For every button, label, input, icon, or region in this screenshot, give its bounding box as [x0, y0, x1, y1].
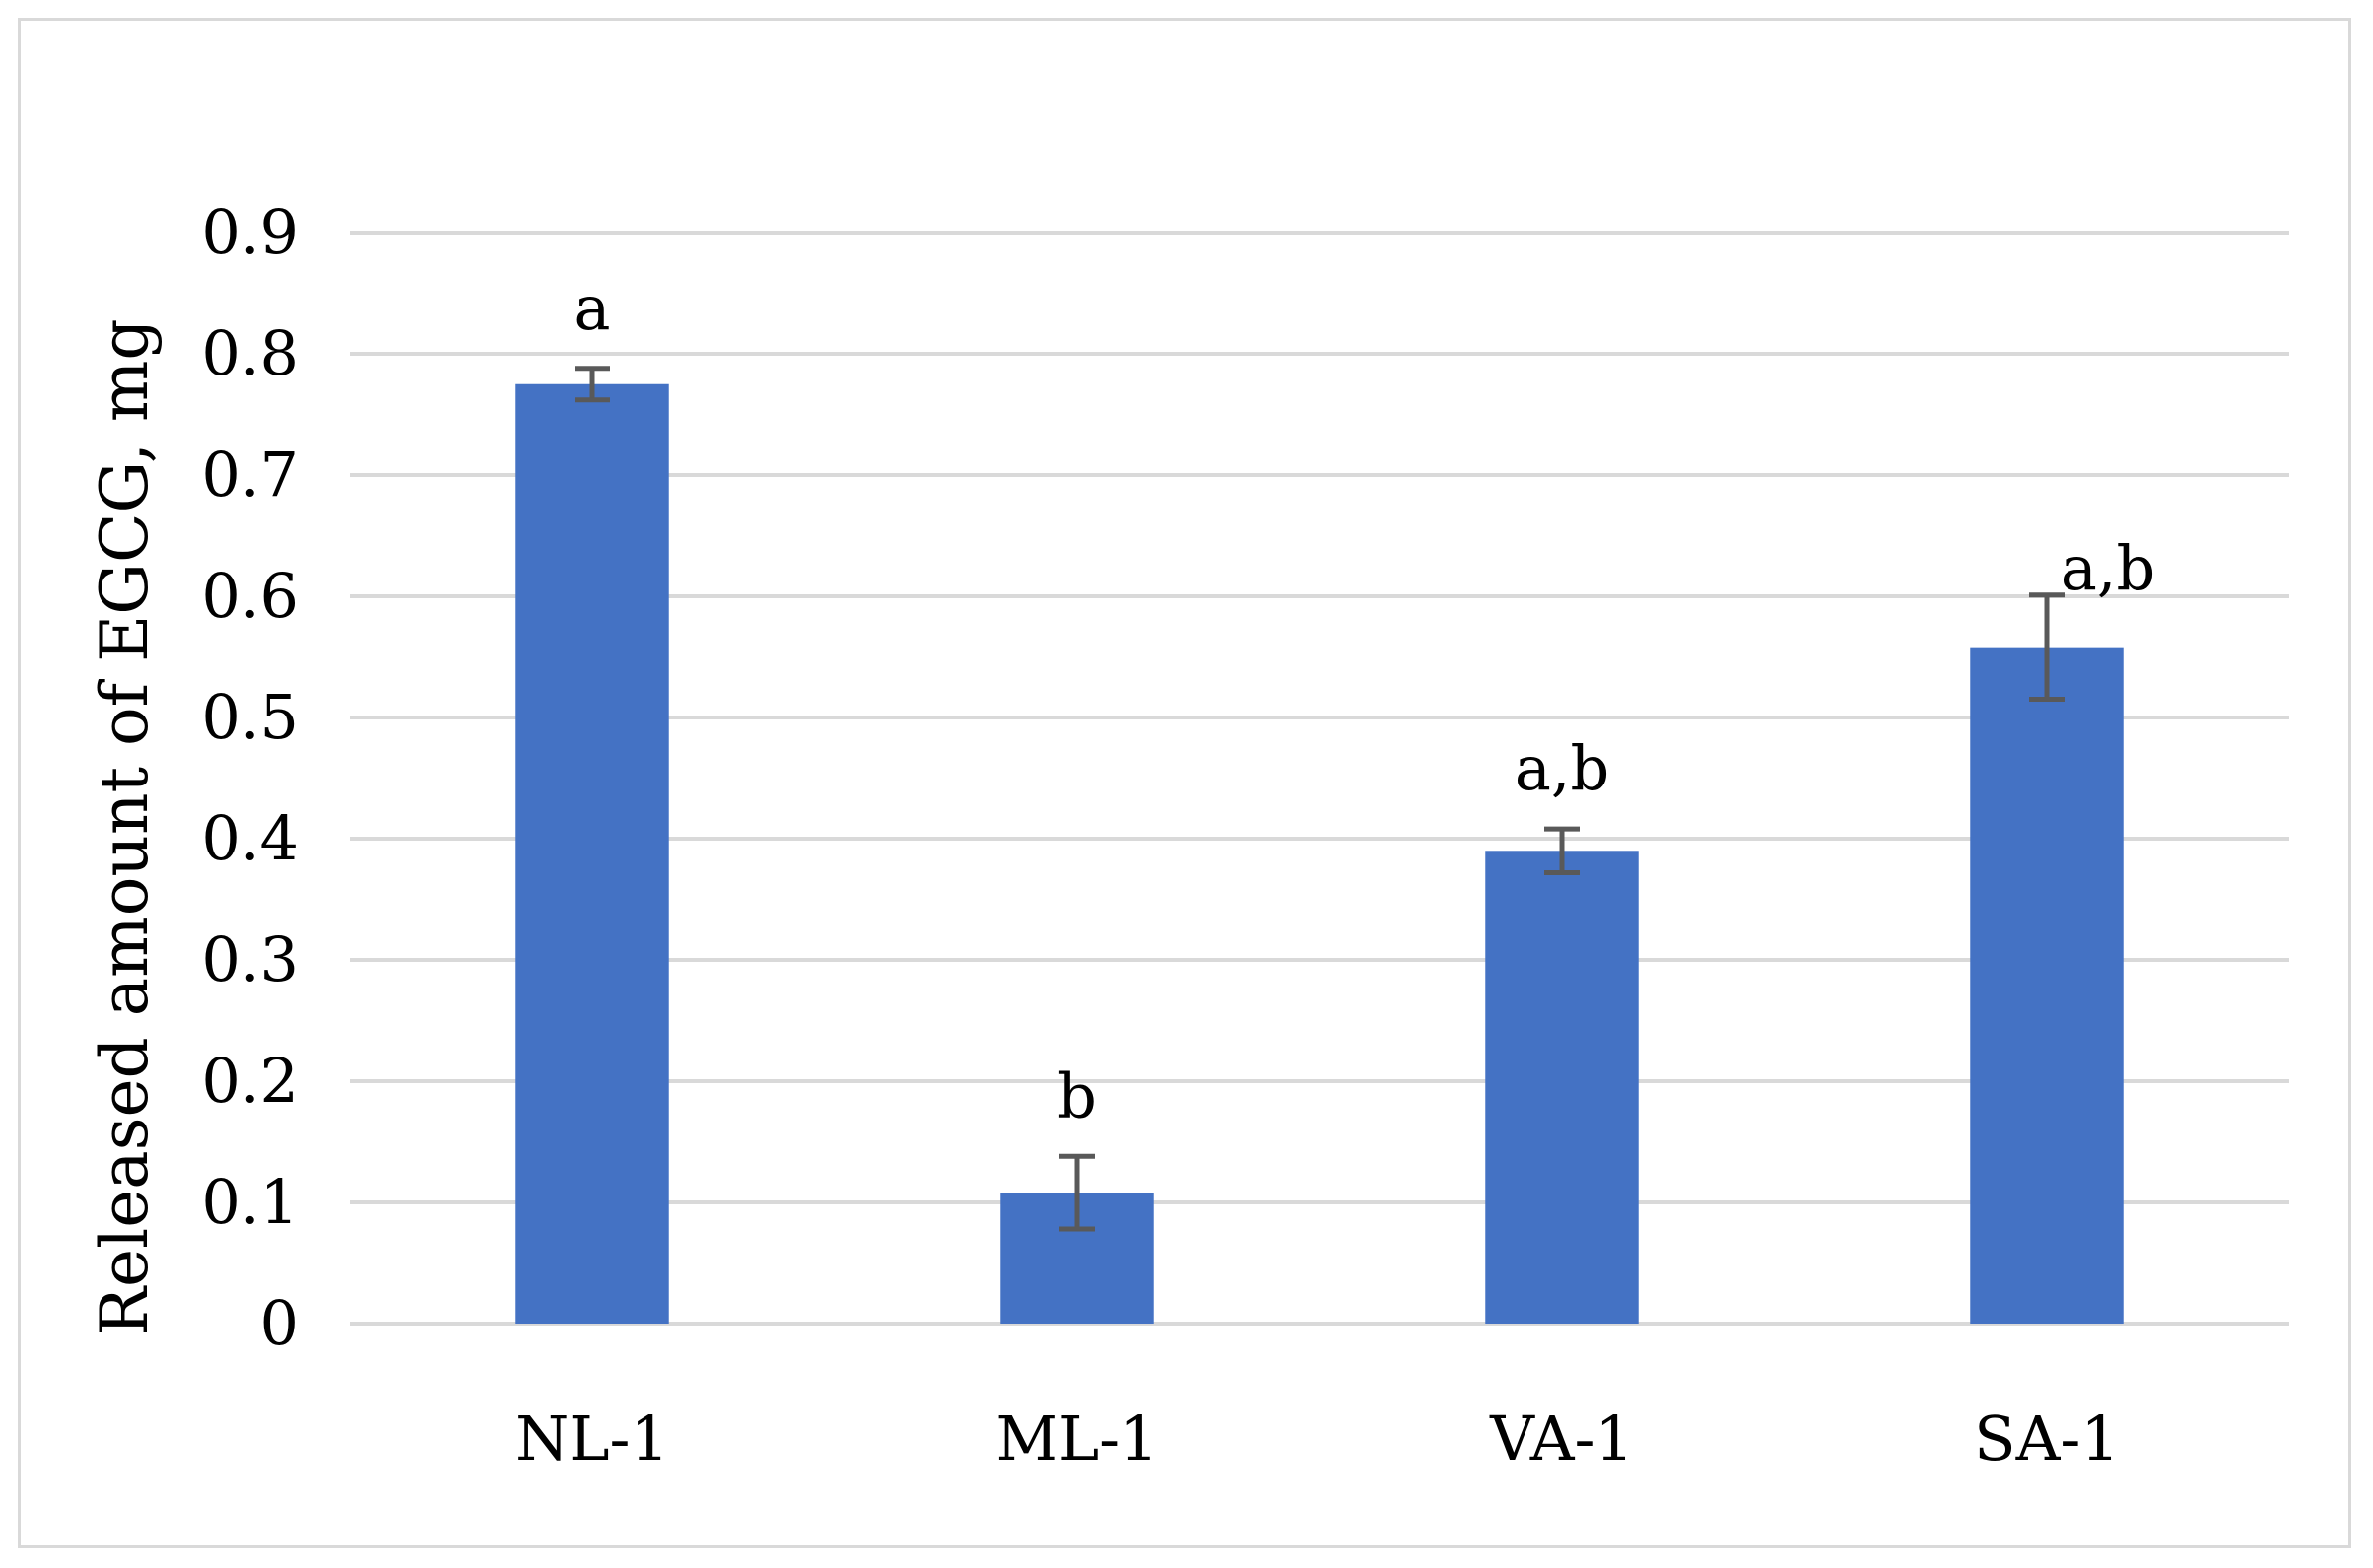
x-tick-label: SA-1 [1974, 1402, 2120, 1474]
bar-chart: 0 0.1 0.2 0.3 0.4 0.5 0.6 0.7 0.8 0.9 a b a,b a,b NL… [87, 196, 2289, 1474]
bar [1485, 851, 1639, 1324]
y-tick-label: 0.2 [201, 1045, 299, 1117]
y-tick-label: 0.6 [201, 560, 299, 632]
error-bar [1059, 1153, 1095, 1232]
significance-label: a [575, 272, 611, 344]
bar [515, 383, 669, 1324]
y-axis-title: Released amount of EGCG, mg [87, 318, 163, 1335]
significance-label: a,b [1515, 732, 1609, 804]
bar [1970, 647, 2124, 1324]
x-tick-label: NL-1 [515, 1402, 669, 1474]
significance-labels: a b a,b a,b [575, 272, 2156, 1132]
error-bars [575, 366, 2065, 1232]
bars [515, 383, 2124, 1324]
y-tick-label: 0.8 [201, 317, 299, 389]
error-bar [575, 366, 610, 403]
y-tick-label: 0.4 [201, 802, 299, 874]
x-axis-category-labels: NL-1 ML-1 VA-1 SA-1 [515, 1402, 2120, 1474]
y-tick-label: 0.1 [201, 1166, 299, 1238]
error-bar [1544, 826, 1580, 875]
y-tick-label: 0.5 [201, 681, 299, 753]
y-tick-label: 0.3 [201, 923, 299, 995]
y-axis-tick-labels: 0 0.1 0.2 0.3 0.4 0.5 0.6 0.7 0.8 0.9 [201, 196, 299, 1359]
y-tick-label: 0.7 [201, 439, 299, 511]
gridlines [350, 231, 2289, 1326]
error-bar [2029, 592, 2065, 703]
significance-label: a,b [2061, 532, 2155, 604]
x-tick-label: VA-1 [1489, 1402, 1634, 1474]
chart-frame: 0 0.1 0.2 0.3 0.4 0.5 0.6 0.7 0.8 0.9 a b a,b a,b NL… [18, 18, 2351, 1548]
y-tick-label: 0.9 [201, 196, 299, 268]
significance-label: b [1057, 1059, 1097, 1131]
x-tick-label: ML-1 [995, 1402, 1158, 1474]
y-tick-label: 0 [260, 1287, 299, 1359]
